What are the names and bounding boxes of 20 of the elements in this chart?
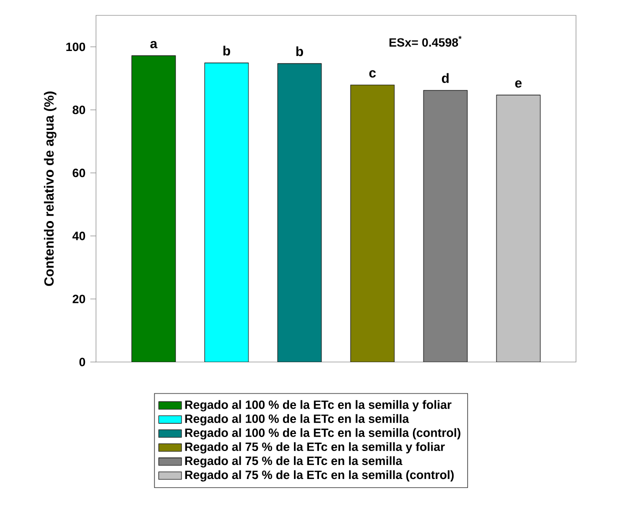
legend-label: Regado al 75 % de la ETc en la semilla (control) bbox=[185, 470, 454, 482]
legend-label: Regado al 75 % de la ETc en la semilla bbox=[185, 456, 402, 468]
data-label: b bbox=[223, 46, 230, 56]
legend-label: Regado al 100 % de la ETc en la semilla (control) bbox=[185, 428, 460, 440]
y-tick-label: 0 bbox=[79, 358, 86, 366]
data-label: c bbox=[369, 70, 376, 78]
y-tick-label: 80 bbox=[72, 106, 86, 114]
y-tick-label: 60 bbox=[72, 168, 86, 178]
y-tick-label: 40 bbox=[72, 232, 86, 240]
data-label: d bbox=[442, 73, 449, 83]
legend-label: Regado al 75 % de la ETc en la semilla y foliar bbox=[185, 442, 445, 454]
legend-label: Regado al 100 % de la ETc en la semilla bbox=[185, 414, 410, 426]
data-label: e bbox=[515, 80, 522, 88]
y-axis-title: Contenido relativo de agua (%) bbox=[44, 92, 56, 286]
data-label: b bbox=[296, 46, 304, 56]
legend-label: Regado al 100 % de la ETc en la semilla y foliar bbox=[185, 400, 452, 412]
annotation: ESx= 0.4598$^{*}$ bbox=[390, 36, 462, 47]
y-tick-label: 20 bbox=[72, 294, 86, 304]
data-label: a bbox=[150, 40, 158, 48]
y-tick-label: 100 bbox=[66, 42, 86, 52]
